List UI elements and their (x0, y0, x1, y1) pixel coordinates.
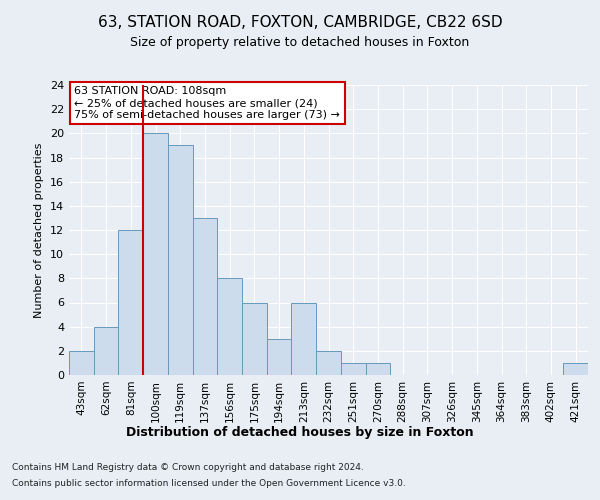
Bar (217, 278, 242, 375)
Bar (365, 363, 390, 375)
Bar (292, 302, 316, 375)
Text: Contains public sector information licensed under the Open Government Licence v3: Contains public sector information licen… (12, 479, 406, 488)
Bar (242, 302, 267, 375)
Bar (69, 351, 94, 375)
Bar (193, 218, 217, 375)
Text: Distribution of detached houses by size in Foxton: Distribution of detached houses by size … (126, 426, 474, 439)
Text: 63, STATION ROAD, FOXTON, CAMBRIDGE, CB22 6SD: 63, STATION ROAD, FOXTON, CAMBRIDGE, CB2… (98, 15, 502, 30)
Bar (316, 351, 341, 375)
Bar (563, 363, 588, 375)
Text: Contains HM Land Registry data © Crown copyright and database right 2024.: Contains HM Land Registry data © Crown c… (12, 463, 364, 472)
Text: 63 STATION ROAD: 108sqm
← 25% of detached houses are smaller (24)
75% of semi-de: 63 STATION ROAD: 108sqm ← 25% of detache… (74, 86, 340, 120)
Bar (168, 146, 193, 375)
Bar (341, 363, 365, 375)
Bar (267, 339, 292, 375)
Text: Size of property relative to detached houses in Foxton: Size of property relative to detached ho… (130, 36, 470, 49)
Y-axis label: Number of detached properties: Number of detached properties (34, 142, 44, 318)
Bar (143, 134, 168, 375)
Bar (94, 326, 118, 375)
Bar (118, 230, 143, 375)
